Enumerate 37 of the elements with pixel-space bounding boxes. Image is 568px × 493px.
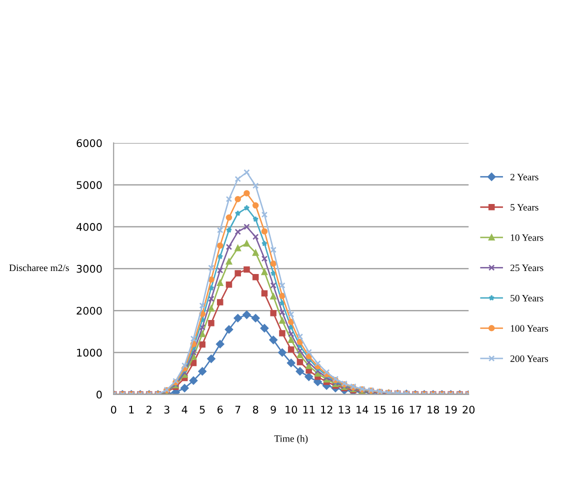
- x-tick-label: 14: [356, 406, 368, 414]
- x-tick-label: 8: [252, 406, 258, 414]
- x-tick-label: 10: [286, 406, 298, 414]
- y-tick-label: 6000: [76, 139, 102, 148]
- legend-label: 200 Years: [510, 355, 548, 362]
- legend-label: 10 Years: [510, 234, 544, 241]
- x-tick-label: 6: [218, 406, 223, 414]
- x-tick-label: 19: [445, 406, 457, 414]
- legend-label: 5 Years: [510, 204, 538, 211]
- x-tick-label: 15: [374, 406, 386, 414]
- y-tick-label: 3000: [76, 264, 102, 273]
- y-tick-label: 0: [96, 390, 102, 399]
- x-tick-label: 7: [235, 406, 240, 414]
- y-tick-label: 2000: [76, 306, 102, 315]
- x-tick-label: 5: [200, 406, 205, 414]
- x-tick-label: 4: [182, 406, 188, 414]
- x-tick-label: 11: [303, 406, 315, 414]
- y-tick-label: 1000: [77, 348, 102, 357]
- x-tick-label: 17: [410, 406, 422, 414]
- y-tick-label: 4000: [76, 223, 102, 231]
- x-tick-label: 0: [110, 406, 116, 414]
- legend-label: 100 Years: [510, 325, 548, 332]
- x-tick-label: 20: [462, 406, 475, 414]
- x-tick-label: 18: [428, 406, 440, 414]
- x-tick-label: 16: [392, 406, 404, 414]
- y-axis-title: Discharee m2/s: [9, 264, 69, 272]
- legend-label: 2 Years: [510, 174, 538, 180]
- legend-label: 50 Years: [510, 294, 544, 302]
- x-tick-label: 2: [146, 406, 152, 414]
- y-tick-label: 5000: [76, 181, 102, 189]
- x-tick-label: 9: [270, 406, 276, 414]
- x-tick-label: 12: [321, 406, 332, 414]
- x-axis-title: Time (h): [274, 435, 308, 444]
- x-tick-label: 3: [164, 406, 170, 414]
- x-tick-label: 1: [129, 406, 134, 414]
- legend-label: 25 Years: [510, 264, 544, 272]
- x-tick-label: 13: [338, 406, 350, 414]
